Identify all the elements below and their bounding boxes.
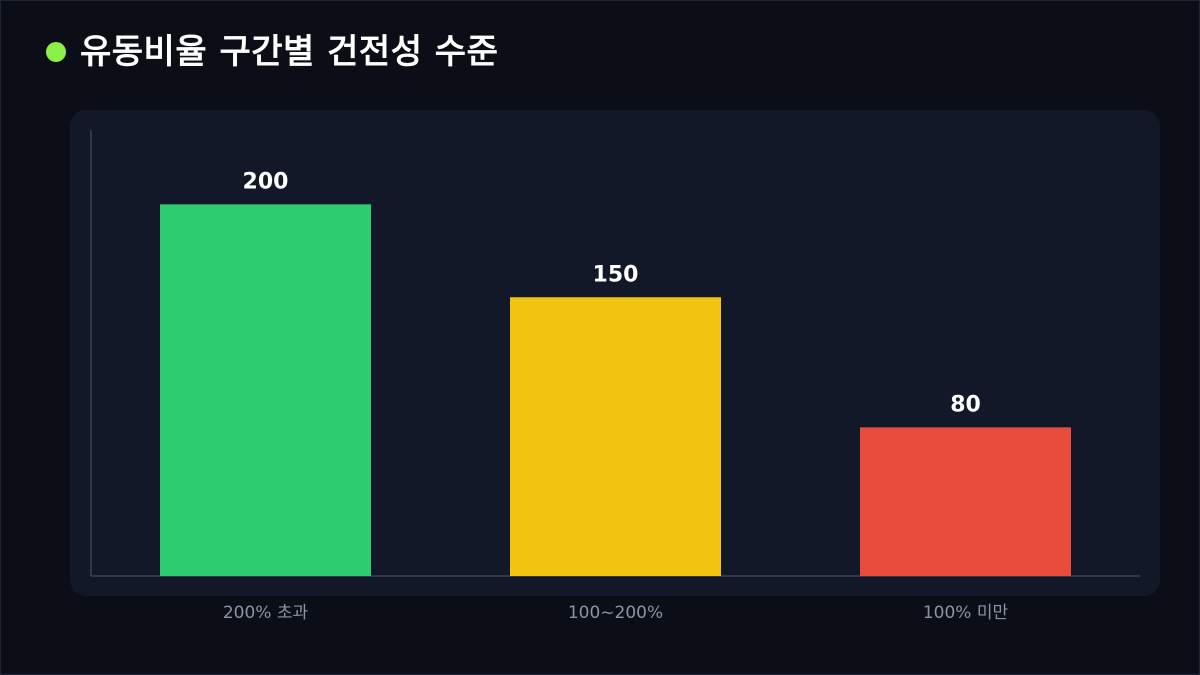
bar-3 — [860, 427, 1071, 576]
category-label-1: 200% 초과 — [223, 603, 309, 623]
value-label-2: 150 — [593, 262, 639, 287]
value-labels-group: 200 150 80 — [243, 169, 981, 417]
category-label-2: 100~200% — [568, 603, 663, 623]
status-dot-icon — [46, 42, 66, 62]
bar-2 — [510, 297, 721, 576]
bars-group — [160, 204, 1071, 577]
chart-header: 유동비율 구간별 건전성 수준 — [46, 28, 498, 76]
value-label-3: 80 — [950, 392, 981, 417]
chart-title: 유동비율 구간별 건전성 수준 — [80, 32, 499, 72]
category-label-3: 100% 미만 — [923, 603, 1009, 623]
category-labels-group: 200% 초과 100~200% 100% 미만 — [223, 603, 1009, 623]
bar-1 — [160, 204, 371, 577]
value-label-1: 200 — [243, 169, 289, 194]
